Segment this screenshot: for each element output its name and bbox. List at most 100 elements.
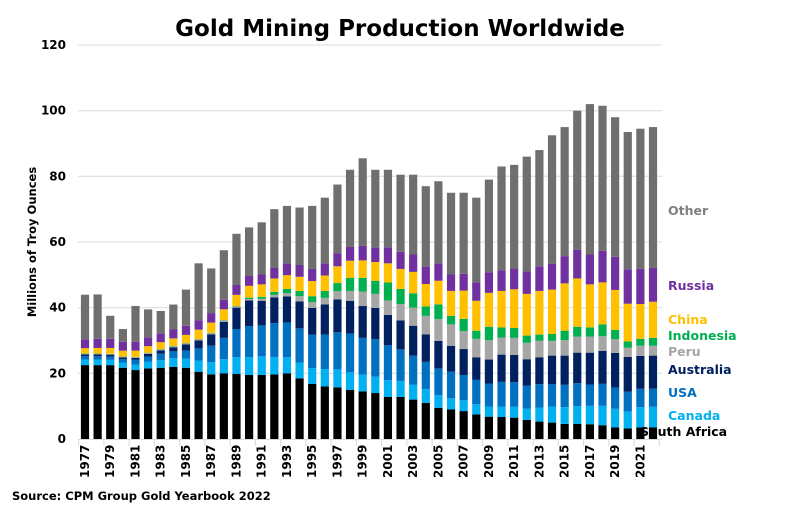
bar-stack-2022 (648, 127, 658, 439)
bar-segment-indonesia (522, 335, 531, 343)
bar-segment-other (118, 329, 127, 342)
bar-segment-russia (333, 253, 342, 267)
bar-segment-canada (345, 372, 355, 390)
bar-segment-china (93, 347, 102, 354)
bar-segment-peru (345, 290, 355, 301)
bar-segment-other (459, 192, 468, 274)
bar-segment-russia (421, 266, 430, 285)
x-tick-label: 1999 (356, 445, 370, 478)
bar-segment-indonesia (611, 329, 620, 340)
bar-segment-south-africa (484, 416, 494, 439)
x-tick-label: 2017 (583, 445, 597, 478)
bar-segment-canada (156, 360, 165, 368)
bar-segment-other (358, 158, 367, 246)
bar-segment-peru (282, 293, 292, 297)
bar-segment-usa (169, 351, 178, 359)
bar-segment-canada (270, 356, 279, 375)
bar-segment-china (333, 266, 342, 284)
bar-segment-usa (446, 371, 456, 399)
bar-segment-canada (144, 361, 153, 369)
bar-segment-peru (598, 336, 607, 352)
bar-segment-other (421, 186, 430, 267)
bar-segment-canada (320, 369, 329, 387)
bar-segment-peru (484, 340, 494, 360)
bar-segment-usa (219, 337, 228, 360)
bar-segment-china (308, 281, 317, 297)
bar-segment-australia (320, 304, 329, 335)
y-axis-ticks: 0 20 40 60 80 100 120 (41, 38, 66, 446)
x-tick-label: 2005 (431, 445, 445, 478)
bar-segment-australia (560, 355, 569, 385)
bar-segment-australia (648, 355, 658, 389)
bar-segment-china (497, 290, 506, 328)
bar-segment-other (636, 128, 645, 269)
bar-segment-australia (421, 334, 430, 362)
bar-segment-china (358, 260, 367, 278)
bar-segment-other (282, 205, 292, 264)
bar-segment-russia (106, 338, 115, 348)
bar-segment-peru (144, 353, 153, 354)
bar-segment-china (181, 334, 191, 344)
bar-segment-canada (207, 362, 216, 375)
bar-segment-south-africa (232, 373, 241, 439)
bar-segment-australia (333, 299, 342, 333)
bar-segment-china (573, 278, 582, 327)
bar-segment-canada (131, 364, 140, 371)
bar-segment-australia (547, 355, 557, 385)
bar-segment-china (535, 290, 544, 335)
bar-segment-south-africa (547, 422, 557, 439)
bar-segment-indonesia (282, 288, 292, 294)
bar-segment-indonesia (345, 277, 355, 291)
bar-segment-china (598, 282, 607, 325)
series-label-australia: Australia (668, 362, 732, 377)
bar-segment-south-africa (358, 391, 367, 439)
bar-segment-canada (446, 398, 456, 410)
bar-segment-russia (345, 246, 355, 261)
bar-segment-usa (244, 326, 254, 358)
bar-segment-russia (510, 268, 519, 290)
bar-segment-australia (93, 354, 102, 357)
bar-segment-usa (144, 356, 153, 362)
bar-segment-other (585, 104, 594, 255)
bar-stack-1977 (80, 294, 90, 439)
bar-segment-china (219, 309, 228, 321)
bar-segment-russia (396, 251, 405, 269)
bar-segment-south-africa (181, 367, 191, 439)
x-tick-label: 2009 (482, 445, 496, 478)
bar-segment-other (383, 169, 393, 248)
bar-segment-usa (396, 349, 405, 381)
bar-stack-2015 (560, 127, 569, 439)
bar-segment-russia (93, 338, 102, 348)
bar-stack-2014 (547, 135, 557, 439)
bar-stack-2011 (510, 164, 519, 439)
bar-segment-china (244, 285, 254, 298)
bar-segment-russia (560, 256, 569, 284)
bar-stack-1995 (308, 205, 317, 439)
bar-segment-australia (409, 325, 418, 356)
bar-segment-australia (207, 334, 216, 346)
bar-stack-2017 (585, 104, 594, 439)
bar-segment-china (295, 276, 304, 291)
bar-segment-canada (598, 405, 607, 426)
bar-segment-china (623, 303, 632, 342)
bar-segment-australia (510, 354, 519, 383)
bar-segment-china (270, 278, 279, 292)
bar-stack-1987 (207, 268, 216, 439)
bar-segment-indonesia (320, 290, 329, 298)
bar-segment-china (207, 322, 216, 333)
bar-segment-russia (472, 282, 481, 301)
bar-segment-south-africa (623, 428, 632, 439)
bar-segment-australia (358, 306, 367, 338)
bar-segment-indonesia (358, 277, 367, 292)
bar-segment-canada (106, 359, 115, 366)
bar-segment-indonesia (409, 293, 418, 308)
bar-segment-south-africa (396, 396, 405, 439)
bar-segment-usa (497, 381, 506, 407)
bar-segment-indonesia (497, 327, 506, 338)
bar-segment-south-africa (244, 374, 254, 439)
bar-segment-australia (598, 351, 607, 384)
bar-segment-australia (497, 354, 506, 382)
y-tick-label: 40 (49, 301, 66, 315)
bar-segment-indonesia (636, 338, 645, 346)
bar-segment-canada (194, 360, 203, 372)
